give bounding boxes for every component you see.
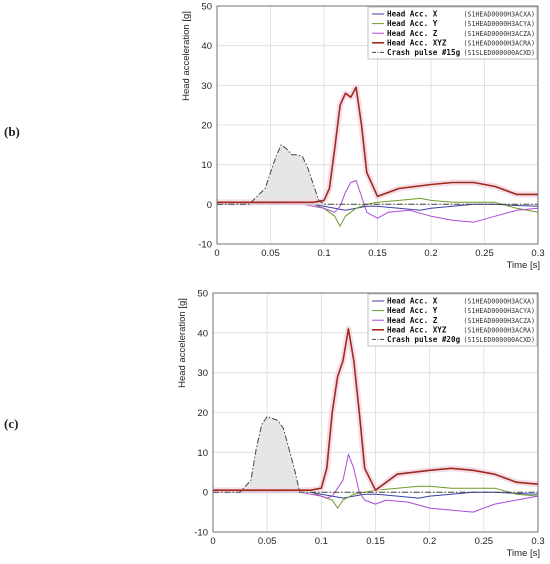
y-tick-label: 0 <box>207 200 212 211</box>
legend-box <box>367 293 538 347</box>
legend-box <box>367 6 538 60</box>
x-tick-label: 0.05 <box>261 248 280 259</box>
y-tick-label: 10 <box>197 448 208 459</box>
y-tick-label: 0 <box>203 488 208 499</box>
series-line-crash-pulse-20g <box>213 416 538 493</box>
x-tick-label: 0.3 <box>531 248 544 259</box>
y-tick-label: 40 <box>201 41 212 52</box>
y-tick-label: 50 <box>197 289 208 300</box>
legend-code: (S1HEAD0000H3ACXA) <box>464 11 535 19</box>
x-tick-label: 0.05 <box>258 536 277 547</box>
y-tick-label: -10 <box>198 240 212 251</box>
legend-entry: Head Acc. Y <box>387 19 438 28</box>
legend-entry: Head Acc. Y <box>387 306 438 315</box>
y-axis-label: Head acceleration [g] <box>181 11 192 101</box>
panel-label-c: (c) <box>4 416 19 431</box>
y-axis-label: Head acceleration [g] <box>177 298 188 388</box>
x-tick-label: 0.1 <box>315 536 328 547</box>
series-line-head-acc-xyz <box>217 86 538 204</box>
legend-entry: Crash pulse #20g <box>387 335 461 344</box>
legend: Head Acc. X (S1HEAD0000H3ACXA) Head Acc. Y… <box>367 6 538 60</box>
legend-code: (S1SLED000000ACXD) <box>464 336 535 344</box>
legend-code: (S1HEAD0000H3ACXA) <box>464 298 535 306</box>
x-tick-label: 0 <box>210 536 215 547</box>
y-tick-label: 40 <box>197 328 208 339</box>
series-line-crash-pulse-15g <box>217 144 538 205</box>
x-tick-label: 0.25 <box>475 536 494 547</box>
x-tick-label: 0.3 <box>531 536 544 547</box>
x-tick-label: 0 <box>214 248 219 259</box>
legend-code: (S1HEAD0000H3ACYA) <box>464 307 535 315</box>
legend-entry: Head Acc. Z <box>387 316 438 325</box>
x-tick-label: 0.25 <box>475 248 494 259</box>
chart-1: 0 0.05 0.1 0.15 0.2 0.25 0.3-1001020304050Time… <box>177 289 545 560</box>
y-tick-label: 20 <box>197 408 208 419</box>
legend-entry: Crash pulse #15g <box>387 48 461 57</box>
legend-entry: Head Acc. Z <box>387 29 438 38</box>
y-tick-label: 20 <box>201 121 212 132</box>
x-tick-label: 0.2 <box>424 248 437 259</box>
series-line-head-acc-z <box>217 180 539 223</box>
panel-label-b: (b) <box>4 124 20 139</box>
x-tick-label: 0.1 <box>317 248 330 259</box>
x-tick-label: 0.2 <box>423 536 436 547</box>
crash-pulse-area <box>213 416 538 493</box>
legend-code: (S1HEAD0000H3ACRA) <box>464 326 535 334</box>
x-tick-label: 0.15 <box>366 536 385 547</box>
y-tick-label: 50 <box>201 2 212 13</box>
legend-code: (S1HEAD0000H3ACRA) <box>464 39 535 47</box>
y-tick-label: 30 <box>201 81 212 92</box>
plot-frame <box>212 292 539 533</box>
chart-0: 0 0.05 0.1 0.15 0.2 0.25 0.3-1001020304050Time… <box>181 2 545 272</box>
legend-entry: Head Acc. XYZ <box>387 38 447 47</box>
series-line-head-acc-xyz <box>213 328 539 492</box>
x-axis-label: Time [s] <box>507 548 540 559</box>
legend-code: (S1HEAD0000H3ACZA) <box>464 317 535 325</box>
legend-entry: Head Acc. X <box>387 10 438 19</box>
legend-code: (S1HEAD0000H3ACYA) <box>464 20 535 28</box>
legend-code: (S1SLED000000ACXD) <box>464 49 535 57</box>
plot-frame <box>216 5 539 245</box>
legend-entry: Head Acc. XYZ <box>387 325 447 334</box>
x-tick-label: 0.15 <box>368 248 387 259</box>
crash-pulse-area <box>217 144 538 205</box>
y-tick-label: -10 <box>194 528 208 539</box>
y-tick-label: 30 <box>197 368 208 379</box>
legend: Head Acc. X (S1HEAD0000H3ACXA) Head Acc. Y… <box>367 293 538 347</box>
y-tick-label: 10 <box>201 160 212 171</box>
x-axis-label: Time [s] <box>507 260 540 271</box>
legend-code: (S1HEAD0000H3ACZA) <box>464 30 535 38</box>
legend-entry: Head Acc. X <box>387 297 438 306</box>
